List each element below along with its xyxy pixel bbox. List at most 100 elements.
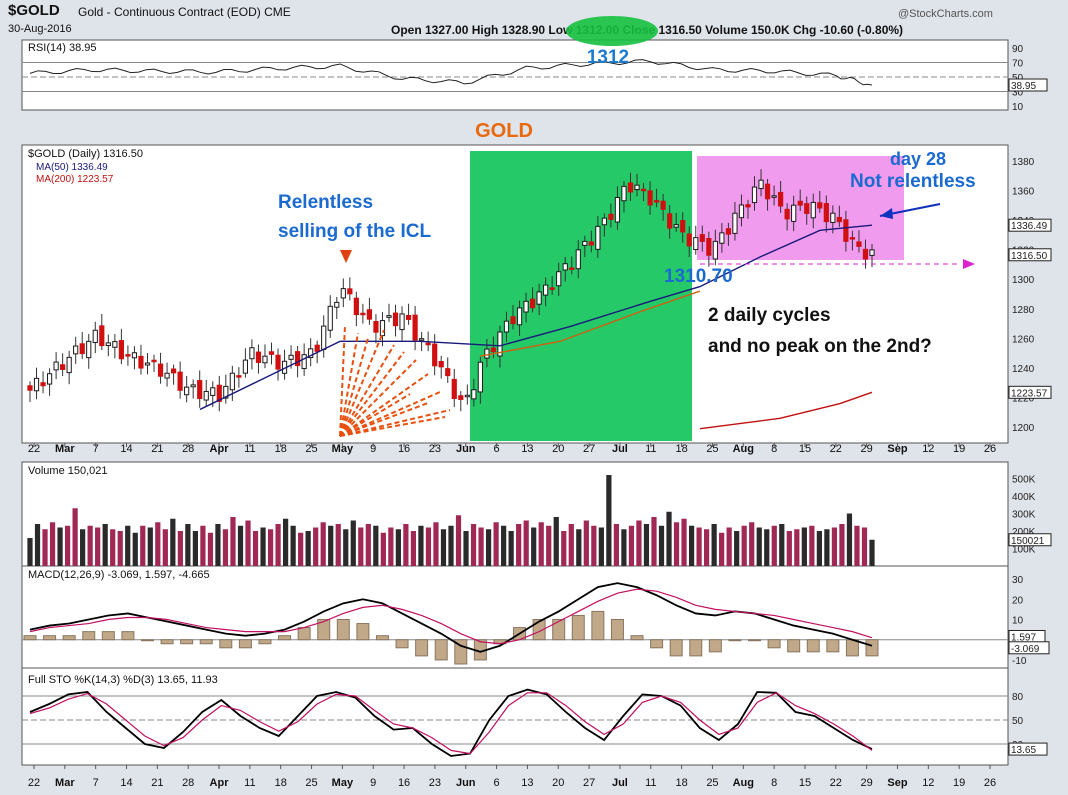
volume-bar	[350, 520, 356, 566]
volume-bar	[380, 532, 386, 566]
volume-bar	[801, 527, 807, 566]
macd-histogram-bar	[395, 639, 409, 649]
x-tick-label: 7	[93, 777, 99, 789]
price-tick-label: 1300	[1012, 275, 1035, 286]
red-dashed-fan	[339, 324, 451, 437]
x-tick-label: 15	[799, 777, 811, 789]
candle-body	[653, 200, 660, 203]
volume-bar	[335, 524, 341, 566]
volume-bar	[749, 522, 755, 566]
macd-histogram-bar	[845, 639, 859, 657]
macd-histogram-bar	[258, 639, 272, 645]
x-tick-label: 16	[398, 443, 410, 455]
candle-body	[99, 325, 105, 347]
price-tick-label: 1220	[1012, 394, 1035, 405]
volume-bar	[478, 527, 484, 566]
candle-body	[797, 200, 803, 206]
volume-bar	[170, 518, 176, 566]
candle-body	[203, 390, 209, 401]
candle-body	[778, 191, 784, 207]
x-tick-label: 27	[583, 777, 595, 789]
candle-body	[719, 232, 725, 244]
x-tick-label: May	[332, 443, 354, 455]
candle-body	[105, 342, 111, 347]
price-title: $GOLD (Daily) 1316.50	[28, 148, 143, 160]
candle-body	[151, 359, 157, 363]
candle-body	[725, 228, 732, 235]
candle-body	[190, 384, 196, 388]
candle-body	[451, 378, 457, 400]
candle-body	[738, 204, 745, 219]
candle-body	[843, 219, 849, 242]
candle-body	[386, 315, 392, 318]
fan-dashed-line	[339, 359, 417, 437]
volume-bar	[49, 522, 56, 566]
macd-histogram-bar	[121, 631, 135, 641]
macd-histogram-bar	[591, 610, 605, 641]
x-tick-label: 13	[521, 777, 533, 789]
macd-last-label-2: -3.069	[1011, 644, 1040, 655]
volume-bar	[222, 529, 229, 566]
x-tick-label: 16	[398, 777, 410, 789]
volume-bar	[305, 531, 311, 566]
candle-body	[510, 316, 516, 325]
relentless-line-2: selling of the ICL	[278, 221, 431, 242]
candle-body	[673, 224, 679, 228]
volume-bar	[358, 527, 364, 566]
x-tick-label: Aug	[733, 777, 754, 789]
volume-title: Volume 150,021	[28, 465, 108, 477]
volume-bar	[125, 525, 131, 566]
stochastic-panel	[21, 667, 1009, 766]
candle-body	[771, 195, 777, 198]
macd-histogram-bar	[238, 639, 252, 649]
stochastic-tick-label: 50	[1012, 716, 1024, 727]
volume-bar	[824, 529, 830, 566]
candle-body	[640, 188, 647, 192]
macd-histogram-bar	[689, 639, 703, 657]
stochastic-last-box	[1008, 742, 1048, 756]
volume-bar	[252, 531, 259, 566]
candle-body	[262, 355, 268, 364]
macd-histogram-bar	[787, 639, 801, 653]
macd-histogram-bar	[101, 631, 115, 641]
volume-bar	[403, 524, 409, 566]
ma200-line	[699, 391, 873, 430]
x-tick-label: 11	[244, 777, 255, 789]
candle-body	[862, 248, 869, 260]
volume-bar	[237, 525, 244, 566]
symbol-title: $GOLD	[8, 2, 60, 19]
x-tick-label: Jul	[612, 777, 628, 789]
candle-body	[295, 351, 301, 367]
rsi-panel	[21, 39, 1009, 111]
candle-body	[419, 338, 425, 341]
volume-tick-label: 400K	[1012, 492, 1036, 503]
price-tick-label: 1380	[1012, 157, 1035, 168]
candle-body	[569, 267, 575, 270]
axis-layer: 22 Mar 7 14 21 28 Apr 11 18 25 May 9 16 23 Jun 6 13 20 27 J…	[28, 443, 996, 789]
x-tick-label: 13	[521, 443, 533, 455]
symbol-description: Gold - Continuous Contract (EOD) CME	[78, 5, 291, 19]
macd-histogram-bar	[82, 631, 96, 641]
macd-histogram-bar	[23, 635, 37, 641]
volume-tick-label: 500K	[1012, 475, 1036, 486]
candle-body	[157, 363, 164, 377]
volume-bar	[493, 522, 499, 566]
fan-dashed-line	[339, 373, 429, 437]
x-tick-label: Sep	[887, 777, 907, 789]
volume-bar	[395, 529, 401, 566]
ma200-last-label: 1223.57	[1011, 388, 1048, 399]
volume-bar	[516, 524, 522, 566]
volume-bar	[177, 531, 183, 566]
volume-bar	[87, 525, 93, 566]
not-relentless-label: Not relentless	[850, 171, 976, 192]
rsi-layer: 10 30 50 70 90 38.95	[22, 44, 1048, 113]
volume-bar	[839, 524, 845, 566]
cycles-line-2: and no peak on the 2nd?	[708, 336, 932, 357]
x-tick-label: 11	[645, 443, 656, 455]
candle-body	[503, 320, 510, 333]
macd-histogram-bar	[180, 639, 194, 645]
macd-histogram-bar	[278, 635, 292, 641]
volume-bar	[538, 522, 544, 566]
volume-bar	[425, 527, 432, 566]
volume-bar	[846, 513, 853, 566]
